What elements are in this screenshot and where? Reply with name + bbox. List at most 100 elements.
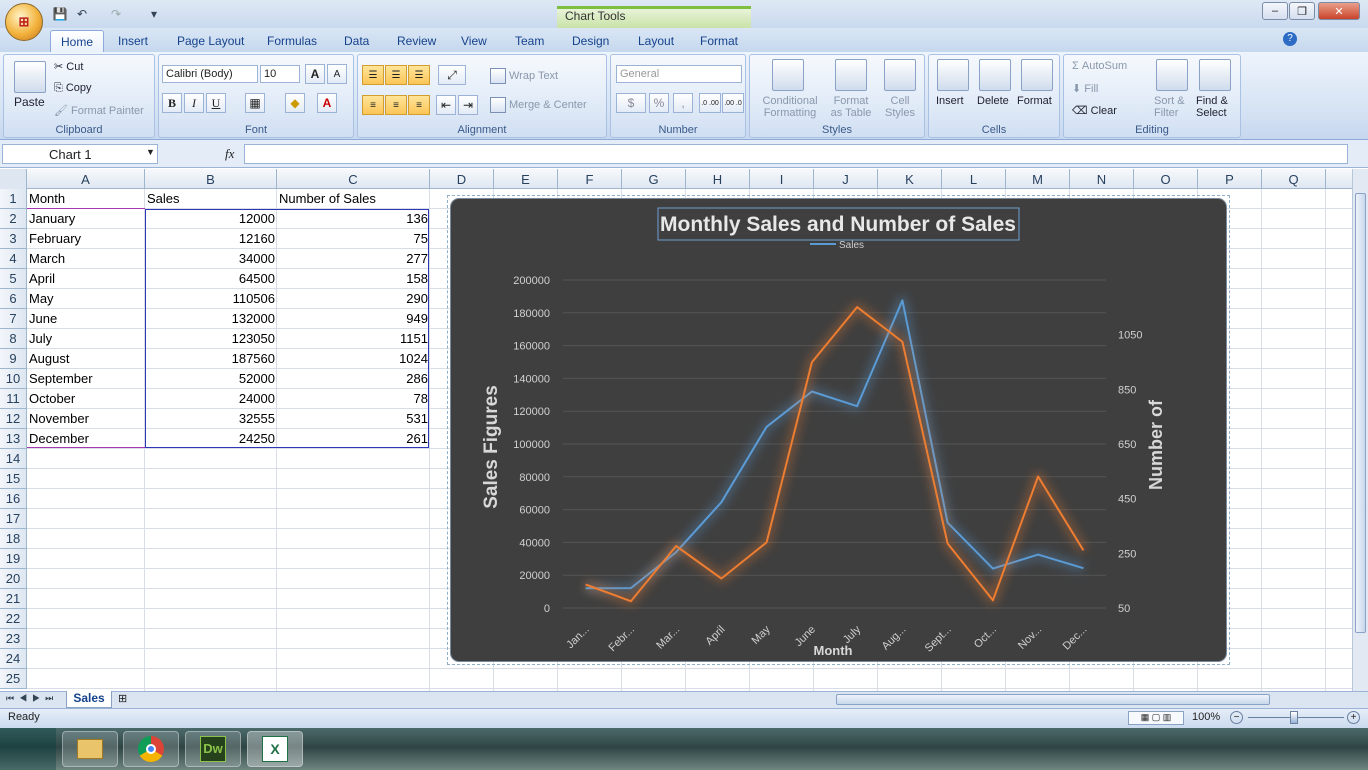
cell-styles-button[interactable]: Cell Styles xyxy=(885,95,915,119)
fill-color-icon[interactable]: ◆ xyxy=(285,93,305,113)
row-header-5[interactable]: 5 xyxy=(0,269,27,289)
month-cell[interactable]: January xyxy=(29,211,76,226)
zoom-in-icon[interactable]: + xyxy=(1347,711,1360,724)
count-cell[interactable]: 290 xyxy=(406,291,428,306)
row-header-19[interactable]: 19 xyxy=(0,549,27,569)
count-cell[interactable]: 261 xyxy=(406,431,428,446)
row-header-18[interactable]: 18 xyxy=(0,529,27,549)
month-cell[interactable]: August xyxy=(29,351,70,366)
zoom-slider-thumb[interactable] xyxy=(1290,711,1298,724)
sales-cell[interactable]: 52000 xyxy=(238,371,275,386)
month-cell[interactable]: February xyxy=(29,231,82,246)
tab-format[interactable]: Format xyxy=(700,34,739,48)
sales-cell[interactable]: 12160 xyxy=(238,231,275,246)
header-cell[interactable]: Sales xyxy=(147,191,180,206)
tab-review[interactable]: Review xyxy=(397,34,437,48)
increase-indent-icon[interactable]: ⇥ xyxy=(458,95,478,115)
count-cell[interactable]: 949 xyxy=(406,311,428,326)
row-header-10[interactable]: 10 xyxy=(0,369,27,389)
column-header-i[interactable]: I xyxy=(750,169,814,189)
row-header-9[interactable]: 9 xyxy=(0,349,27,369)
column-header-m[interactable]: M xyxy=(1006,169,1070,189)
decrease-indent-icon[interactable]: ⇤ xyxy=(436,95,456,115)
help-icon[interactable]: ? xyxy=(1283,32,1297,46)
column-header-o[interactable]: O xyxy=(1134,169,1198,189)
align-right-icon[interactable]: ≡ xyxy=(408,95,430,115)
undo-icon[interactable]: ↶ xyxy=(76,7,88,21)
row-header-7[interactable]: 7 xyxy=(0,309,27,329)
conditional-formatting-button[interactable]: Conditional Formatting xyxy=(762,95,818,119)
column-header-f[interactable]: F xyxy=(558,169,622,189)
insert-sheet-icon[interactable]: ⊞ xyxy=(118,693,128,705)
sort-filter-button[interactable]: Sort & Filter xyxy=(1154,95,1185,119)
clear-button[interactable]: ⌫ Clear xyxy=(1072,105,1117,117)
close-button[interactable]: ✕ xyxy=(1318,2,1360,20)
select-all-corner[interactable] xyxy=(0,169,27,189)
paste-button[interactable]: Paste xyxy=(14,95,45,109)
month-cell[interactable]: March xyxy=(29,251,66,266)
month-cell[interactable]: June xyxy=(29,311,58,326)
autosum-button[interactable]: Σ AutoSum xyxy=(1072,60,1128,72)
sheet-tab-sales[interactable]: Sales xyxy=(66,691,112,708)
count-cell[interactable]: 136 xyxy=(406,211,428,226)
row-header-23[interactable]: 23 xyxy=(0,629,27,649)
sales-cell[interactable]: 123050 xyxy=(231,331,275,346)
header-cell[interactable]: Number of Sales xyxy=(279,191,376,206)
align-left-icon[interactable]: ≡ xyxy=(362,95,384,115)
column-header-g[interactable]: G xyxy=(622,169,686,189)
column-header-a[interactable]: A xyxy=(27,169,145,189)
count-cell[interactable]: 286 xyxy=(406,371,428,386)
align-top-icon[interactable]: ☰ xyxy=(362,65,384,85)
column-header-k[interactable]: K xyxy=(878,169,942,189)
zoom-out-icon[interactable]: − xyxy=(1230,711,1243,724)
count-cell[interactable]: 531 xyxy=(406,411,428,426)
name-box-dropdown-icon[interactable]: ▼ xyxy=(146,147,155,157)
count-cell[interactable]: 78 xyxy=(413,391,428,406)
merge-center-button[interactable]: Merge & Center xyxy=(490,97,587,113)
customize-qat-icon[interactable]: ▾ xyxy=(150,7,158,21)
tab-home[interactable]: Home xyxy=(50,30,105,52)
grow-font-button[interactable]: A xyxy=(305,64,325,84)
vertical-scrollbar[interactable] xyxy=(1352,169,1368,691)
row-header-22[interactable]: 22 xyxy=(0,609,27,629)
bold-button[interactable]: B xyxy=(162,93,182,113)
sales-cell[interactable]: 187560 xyxy=(231,351,275,366)
font-size-combo[interactable]: 10 xyxy=(260,65,300,83)
count-cell[interactable]: 277 xyxy=(406,251,428,266)
header-cell[interactable]: Month xyxy=(29,191,66,206)
month-cell[interactable]: November xyxy=(29,411,89,426)
name-box[interactable]: Chart 1 xyxy=(2,144,158,164)
sheet-nav-icons[interactable]: ⏮◀▶⏭ xyxy=(6,693,59,703)
month-cell[interactable]: December xyxy=(29,431,89,446)
row-header-13[interactable]: 13 xyxy=(0,429,27,449)
insert-cells-button[interactable]: Insert xyxy=(936,95,964,107)
tab-formulas[interactable]: Formulas xyxy=(267,34,318,48)
sales-cell[interactable]: 34000 xyxy=(238,251,275,266)
column-header-b[interactable]: B xyxy=(145,169,277,189)
sales-cell[interactable]: 24000 xyxy=(238,391,275,406)
align-center-icon[interactable]: ≡ xyxy=(385,95,407,115)
excel-taskbar-icon[interactable]: X xyxy=(247,731,303,767)
align-middle-icon[interactable]: ☰ xyxy=(385,65,407,85)
font-color-icon[interactable]: A xyxy=(317,93,337,113)
increase-decimal-button[interactable]: .0 .00 xyxy=(699,93,721,113)
row-header-17[interactable]: 17 xyxy=(0,509,27,529)
italic-button[interactable]: I xyxy=(184,93,204,113)
office-button[interactable]: ⊞ xyxy=(5,3,43,41)
tab-view[interactable]: View xyxy=(461,34,487,48)
tab-layout[interactable]: Layout xyxy=(638,34,675,48)
chrome-taskbar-icon[interactable] xyxy=(123,731,179,767)
format-as-table-button[interactable]: Format as Table xyxy=(830,95,872,119)
start-button[interactable] xyxy=(0,728,56,770)
row-header-1[interactable]: 1 xyxy=(0,189,27,209)
sales-cell[interactable]: 12000 xyxy=(238,211,275,226)
copy-button[interactable]: ⎘ Copy xyxy=(54,82,92,94)
row-header-25[interactable]: 25 xyxy=(0,669,27,689)
comma-button[interactable]: , xyxy=(673,93,693,113)
row-header-6[interactable]: 6 xyxy=(0,289,27,309)
row-header-24[interactable]: 24 xyxy=(0,649,27,669)
month-cell[interactable]: September xyxy=(29,371,93,386)
row-header-14[interactable]: 14 xyxy=(0,449,27,469)
tab-page-layout[interactable]: Page Layout xyxy=(177,34,245,48)
sales-cell[interactable]: 64500 xyxy=(238,271,275,286)
